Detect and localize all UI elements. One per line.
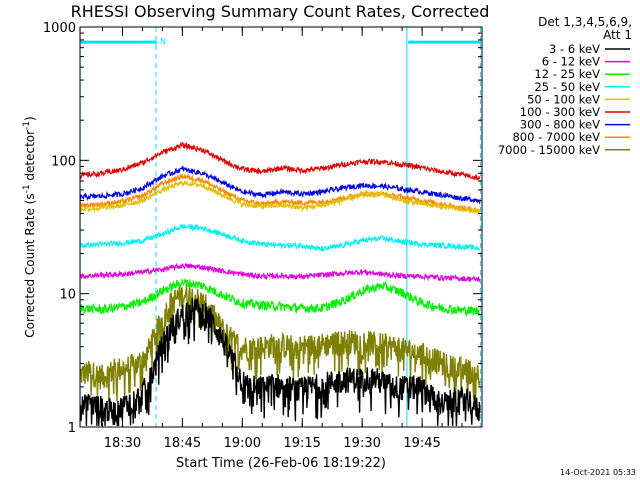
x-tick-label: 19:45: [403, 436, 440, 451]
legend-label: 25 - 50 keV: [534, 80, 600, 94]
series-line-25-50-kev: [79, 223, 481, 252]
series-line-3-6-kev: [79, 298, 481, 426]
plot-frame: [79, 26, 483, 428]
legend-label: 12 - 25 keV: [534, 67, 600, 81]
series-line-800-7000-kev: [79, 172, 481, 214]
legend-label: 50 - 100 keV: [527, 92, 600, 106]
y-tick-label: 100: [51, 154, 76, 169]
legend-header-line1: Det 1,3,4,5,6,9,: [538, 15, 632, 29]
series-line-7000-15000-kev: [79, 283, 481, 404]
legend-header-line2: Att 1: [603, 28, 632, 42]
y-axis: 1 10 100 1000: [43, 21, 482, 436]
x-tick-label: 18:30: [104, 436, 141, 451]
y-axis-label: Corrected Count Rate (s-1 detector-1): [22, 116, 37, 337]
legend-label: 6 - 12 keV: [542, 55, 600, 69]
timestamp: 14-Oct-2021 05:33: [560, 468, 636, 477]
x-tick-label: 19:15: [283, 436, 320, 451]
y-tick-label: 1000: [43, 21, 76, 36]
y-tick-label: 1: [68, 421, 76, 436]
legend-label: 300 - 800 keV: [520, 118, 600, 132]
legend-label: 100 - 300 keV: [520, 105, 600, 119]
y-tick-label: 10: [59, 288, 76, 303]
x-axis-label: Start Time (26-Feb-06 18:19:22): [176, 456, 386, 471]
legend-label: 800 - 7000 keV: [512, 130, 600, 144]
legend-label: 3 - 6 keV: [549, 42, 600, 56]
flag-marker: N: [160, 37, 166, 46]
plot-area: N: [79, 27, 481, 427]
series-line-300-800-kev: [79, 164, 481, 205]
x-axis: 18:30 18:45 19:00 19:15 19:30 19:45: [101, 27, 483, 451]
legend-label: 7000 - 15000 keV: [498, 143, 600, 157]
x-tick-label: 18:45: [164, 436, 201, 451]
series-line-50-100-kev: [79, 180, 481, 214]
series-line-12-25-kev: [79, 278, 481, 317]
series-line-100-300-kev: [79, 141, 481, 181]
x-tick-label: 19:30: [343, 436, 380, 451]
series-line-6-12-kev: [79, 262, 481, 283]
chart-title: RHESSI Observing Summary Count Rates, Co…: [71, 2, 490, 21]
x-tick-label: 19:00: [224, 436, 261, 451]
